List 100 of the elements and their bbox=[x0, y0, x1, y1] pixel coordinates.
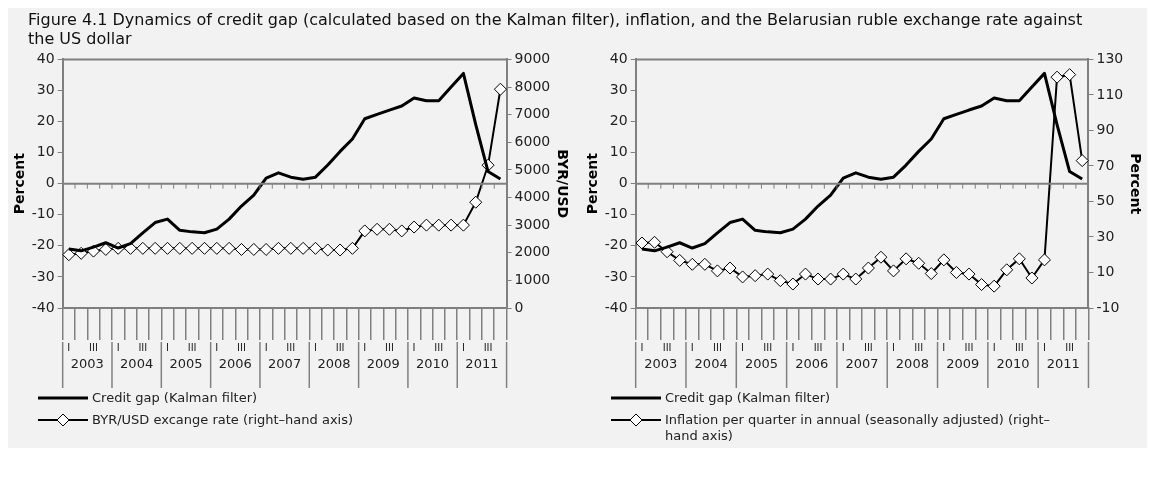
point bbox=[296, 241, 310, 255]
x-tick-label: III bbox=[138, 341, 148, 353]
point bbox=[284, 241, 298, 255]
y2-tick-label: 4000 bbox=[514, 188, 551, 205]
point bbox=[234, 242, 248, 256]
point bbox=[773, 274, 787, 288]
x-tick-label: I bbox=[461, 341, 465, 353]
point bbox=[456, 218, 470, 232]
point bbox=[962, 267, 976, 281]
text: 2006 bbox=[795, 356, 829, 372]
point bbox=[395, 224, 409, 238]
x-tick-label: III bbox=[434, 341, 444, 353]
point bbox=[761, 267, 775, 281]
legend-label: Credit gap (Kalman filter) bbox=[665, 390, 831, 406]
text: 2006 bbox=[218, 356, 252, 372]
x-tick-label: III bbox=[1014, 341, 1024, 353]
point bbox=[899, 252, 913, 266]
point bbox=[382, 222, 396, 236]
x-tick-label: III bbox=[813, 341, 823, 353]
point bbox=[949, 265, 963, 279]
text: 2003 bbox=[644, 356, 678, 372]
text: 2007 bbox=[268, 356, 302, 372]
point bbox=[62, 248, 76, 262]
x-tick-label: III bbox=[237, 341, 246, 353]
text: 2009 bbox=[366, 356, 400, 372]
y-tick-label: -40 bbox=[604, 298, 628, 315]
x-tick-label: III bbox=[1065, 341, 1075, 353]
y-tick-label: -10 bbox=[604, 205, 628, 222]
y-tick-label: -40 bbox=[31, 298, 55, 315]
y-tick-label: -20 bbox=[31, 236, 55, 253]
x-tick-label: III bbox=[662, 341, 672, 353]
x-tick-label: I bbox=[1042, 341, 1046, 353]
point bbox=[786, 277, 800, 291]
x-tick-label: III bbox=[187, 341, 197, 353]
point bbox=[358, 224, 372, 238]
point bbox=[210, 241, 224, 255]
x-tick-label: III bbox=[712, 341, 722, 353]
y2-tick-label: 2000 bbox=[514, 243, 551, 260]
point bbox=[1012, 252, 1026, 266]
point bbox=[419, 218, 433, 232]
y2-tick-label: 6000 bbox=[514, 132, 551, 149]
point bbox=[444, 218, 458, 232]
y-tick-label: -30 bbox=[604, 267, 628, 284]
point bbox=[160, 241, 174, 255]
point bbox=[136, 241, 150, 255]
x-tick-label: I bbox=[791, 341, 795, 353]
x-tick-label: III bbox=[89, 341, 98, 353]
point bbox=[748, 269, 762, 283]
text: 2009 bbox=[946, 356, 980, 372]
point bbox=[912, 256, 926, 270]
point bbox=[271, 241, 285, 255]
y2-tick-label: 110 bbox=[1096, 85, 1124, 102]
point bbox=[811, 272, 825, 286]
y2-tick-label: 0 bbox=[514, 298, 524, 315]
y-tick-label: 20 bbox=[609, 112, 628, 129]
point bbox=[1037, 253, 1051, 267]
x-tick-label: III bbox=[483, 341, 493, 353]
point bbox=[887, 264, 901, 278]
x-tick-label: III bbox=[914, 341, 924, 353]
text: 2008 bbox=[317, 356, 351, 372]
x-tick-label: I bbox=[892, 341, 895, 353]
x-tick-label: III bbox=[964, 341, 974, 353]
text: 2011 bbox=[1046, 356, 1080, 372]
y2-tick-label: 8000 bbox=[514, 77, 551, 94]
y-tick-label: 40 bbox=[609, 50, 628, 67]
y2-tick-label: 3000 bbox=[514, 215, 551, 232]
point bbox=[469, 195, 483, 209]
y-tick-label: -10 bbox=[31, 205, 55, 222]
point bbox=[824, 272, 838, 286]
point bbox=[975, 278, 989, 292]
y2-axis-title: BYR/USD bbox=[554, 149, 571, 219]
x-tick-label: I bbox=[741, 341, 745, 353]
x-tick-label: I bbox=[942, 341, 946, 353]
x-tick-label: I bbox=[166, 341, 169, 353]
y2-tick-label: 10 bbox=[1096, 263, 1115, 280]
y-axis-title: Percent bbox=[11, 152, 28, 215]
legend-label: Credit gap (Kalman filter) bbox=[92, 390, 258, 406]
point bbox=[1025, 271, 1039, 285]
y2-tick-label: -10 bbox=[1096, 298, 1120, 315]
y2-tick-label: 9000 bbox=[514, 50, 551, 67]
text: 2007 bbox=[845, 356, 879, 372]
point bbox=[99, 242, 113, 256]
y-axis-title: Percent bbox=[584, 152, 601, 215]
point bbox=[321, 243, 335, 257]
point bbox=[259, 242, 273, 256]
point bbox=[185, 241, 199, 255]
point bbox=[173, 241, 187, 255]
x-tick-label: I bbox=[313, 341, 317, 353]
point bbox=[874, 250, 888, 264]
point bbox=[861, 261, 875, 275]
y-tick-label: 10 bbox=[609, 143, 628, 160]
point bbox=[407, 220, 421, 234]
x-tick-label: III bbox=[763, 341, 773, 353]
y-tick-label: 30 bbox=[609, 81, 628, 98]
point bbox=[673, 253, 687, 267]
y-tick-label: 0 bbox=[618, 174, 628, 191]
point bbox=[736, 270, 750, 284]
legend-label: BYR/USD excange rate (right–hand axis) bbox=[92, 412, 354, 428]
y-tick-label: 10 bbox=[36, 143, 55, 160]
x-tick-label: I bbox=[67, 341, 71, 353]
